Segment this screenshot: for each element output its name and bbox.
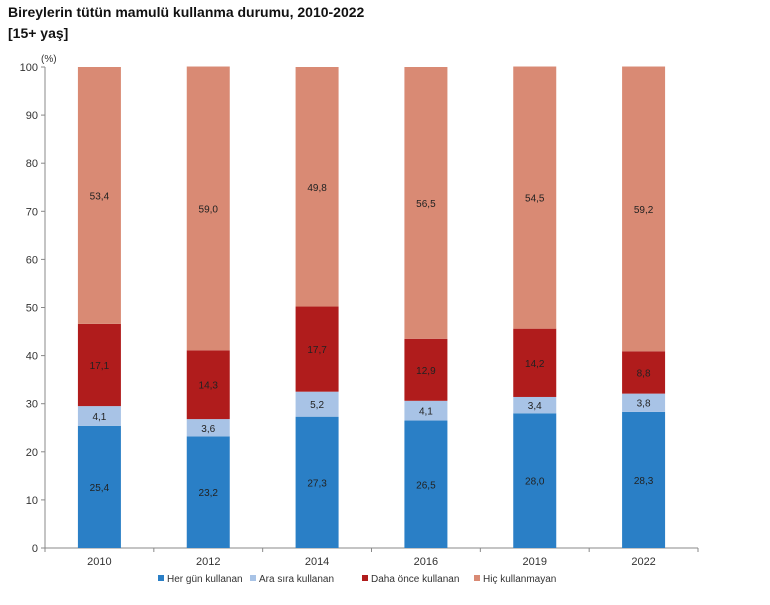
bar-segment xyxy=(622,393,666,412)
bar-segment xyxy=(186,66,230,351)
data-label: 3,8 xyxy=(637,399,651,410)
data-label: 28,0 xyxy=(525,477,545,488)
data-label: 27,3 xyxy=(307,478,327,489)
bar-segment xyxy=(295,306,339,392)
y-tick-label: 50 xyxy=(26,303,38,315)
data-label: 17,1 xyxy=(90,361,110,372)
data-label: 25,4 xyxy=(90,483,110,494)
y-tick-label: 100 xyxy=(20,62,38,74)
legend-swatch xyxy=(474,575,480,581)
bar-segment xyxy=(513,66,557,329)
data-label: 14,3 xyxy=(199,381,219,392)
bar-segment xyxy=(295,67,339,307)
x-tick-label: 2019 xyxy=(523,556,547,568)
bar-segment xyxy=(77,323,121,407)
legend-label: Daha önce kullanan xyxy=(371,574,459,585)
y-tick-label: 80 xyxy=(26,158,38,170)
data-label: 23,2 xyxy=(199,488,219,499)
bar-segment xyxy=(513,396,557,414)
y-tick-label: 70 xyxy=(26,206,38,218)
x-tick-label: 2012 xyxy=(196,556,220,568)
legend-swatch xyxy=(250,575,256,581)
bar-segment xyxy=(622,411,666,548)
y-tick-label: 20 xyxy=(26,447,38,459)
x-tick-label: 2010 xyxy=(87,556,111,568)
data-label: 53,4 xyxy=(90,191,110,202)
bar-segment xyxy=(513,328,557,397)
x-tick-label: 2022 xyxy=(631,556,655,568)
data-label: 5,2 xyxy=(310,400,324,411)
y-tick-label: 0 xyxy=(32,543,38,555)
legend-swatch xyxy=(158,575,164,581)
data-label: 54,5 xyxy=(525,194,545,205)
data-label: 26,5 xyxy=(416,480,436,491)
y-tick-label: 10 xyxy=(26,495,38,507)
y-tick-label: 40 xyxy=(26,351,38,363)
y-tick-label: 30 xyxy=(26,399,38,411)
bar-segment xyxy=(295,416,339,548)
data-label: 28,3 xyxy=(634,476,654,487)
bar-segment xyxy=(622,351,666,394)
bar-segment xyxy=(404,67,448,339)
bar-segment xyxy=(404,400,448,421)
data-label: 59,0 xyxy=(199,204,219,215)
chart-title: Bireylerin tütün mamulü kullanma durumu,… xyxy=(8,4,365,20)
legend-label: Her gün kullanan xyxy=(167,574,243,585)
y-tick-label: 90 xyxy=(26,110,38,122)
chart-title-block: Bireylerin tütün mamulü kullanma durumu,… xyxy=(8,2,364,44)
bar-segment xyxy=(77,425,121,548)
bar-segment xyxy=(404,338,448,401)
bar-segment xyxy=(404,420,448,548)
legend-swatch xyxy=(362,575,368,581)
bar-segment xyxy=(77,406,121,426)
chart-subtitle: [15+ yaş] xyxy=(8,25,69,41)
bar-segment xyxy=(186,350,230,420)
data-label: 59,2 xyxy=(634,205,654,216)
y-axis-label: (%) xyxy=(41,54,57,65)
bar-segment xyxy=(186,436,230,548)
bar-segment xyxy=(77,67,121,324)
data-label: 12,9 xyxy=(416,366,436,377)
bar-segment xyxy=(186,419,230,437)
data-label: 4,1 xyxy=(92,412,106,423)
legend-label: Hiç kullanmayan xyxy=(483,574,556,585)
legend-label: Ara sıra kullanan xyxy=(259,574,334,585)
data-label: 8,8 xyxy=(637,368,651,379)
data-label: 17,7 xyxy=(307,345,327,356)
y-tick-label: 60 xyxy=(26,254,38,266)
data-label: 49,8 xyxy=(307,183,327,194)
data-label: 4,1 xyxy=(419,407,433,418)
data-label: 56,5 xyxy=(416,199,436,210)
data-label: 3,4 xyxy=(528,401,542,412)
x-tick-label: 2016 xyxy=(414,556,438,568)
x-tick-label: 2014 xyxy=(305,556,329,568)
bar-segment xyxy=(513,413,557,548)
data-label: 14,2 xyxy=(525,359,545,370)
bar-segment xyxy=(295,391,339,417)
data-label: 3,6 xyxy=(201,424,215,435)
bar-segment xyxy=(622,66,666,352)
